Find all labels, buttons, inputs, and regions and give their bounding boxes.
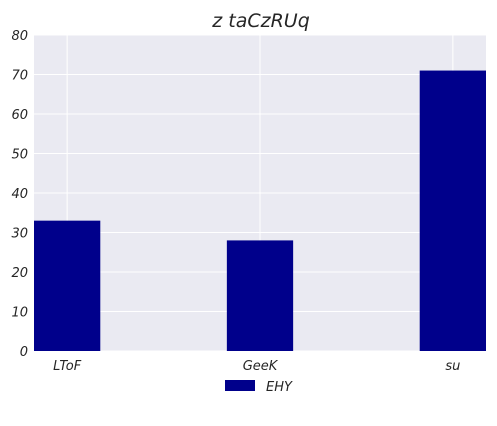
x-axis-ticks: LToF GeeK su [53, 359, 460, 374]
y-tick-label: 70 [11, 69, 28, 84]
y-axis-ticks: 0 10 20 30 40 50 60 70 80 [11, 29, 28, 360]
x-tick-label: LToF [53, 359, 82, 374]
bars [34, 70, 486, 352]
y-tick-label: 20 [11, 266, 28, 281]
bar-ltof [34, 220, 101, 351]
y-tick-label: 10 [11, 306, 28, 321]
y-tick-label: 30 [11, 227, 28, 242]
bar-su [419, 70, 486, 352]
y-tick-label: 80 [11, 29, 28, 44]
legend: EHY [225, 380, 293, 395]
y-tick-label: 40 [11, 187, 28, 202]
chart-title: z taCzRUq [211, 10, 310, 32]
y-tick-label: 0 [20, 345, 28, 360]
legend-swatch-ehy [225, 380, 255, 391]
y-tick-label: 60 [11, 108, 28, 123]
y-tick-label: 50 [11, 148, 28, 163]
x-tick-label: su [445, 359, 460, 374]
bar-geek [226, 240, 294, 351]
legend-label-ehy: EHY [266, 380, 293, 395]
x-tick-label: GeeK [243, 359, 279, 374]
